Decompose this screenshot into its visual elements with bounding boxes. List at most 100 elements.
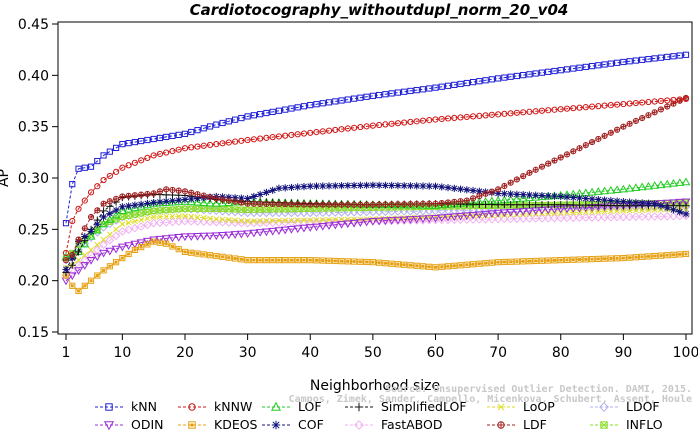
data-point-loop [589, 208, 596, 215]
legend-marker-knnw [188, 403, 196, 411]
data-point-cof [425, 182, 433, 190]
data-point-knn [263, 109, 270, 117]
data-point-kdeos [125, 250, 132, 258]
data-point-cof [93, 220, 101, 228]
data-point-loop [94, 241, 101, 248]
data-point-knnw [382, 121, 389, 128]
data-point-loop [175, 213, 182, 220]
data-point-loop [156, 213, 163, 220]
data-point-inflo [244, 206, 251, 213]
data-point-cof [319, 182, 327, 190]
data-point-ldf [626, 120, 633, 127]
data-point-knn [150, 135, 157, 143]
data-point-knn [488, 76, 495, 83]
data-point-loop [194, 214, 201, 221]
data-point-knnw [576, 104, 583, 111]
data-point-odin [355, 219, 365, 227]
data-point-ldf [488, 188, 495, 195]
data-point-cof [469, 186, 477, 195]
data-point-kdeos [432, 264, 439, 271]
data-point-simplifiedlof [68, 261, 76, 269]
data-point-knn [645, 56, 652, 63]
data-point-knnw [664, 97, 671, 104]
data-point-lof [193, 197, 202, 206]
data-point-ldf [150, 190, 157, 197]
data-point-ldf [476, 192, 483, 200]
data-point-kdeos [532, 257, 539, 265]
data-point-kdeos [282, 257, 289, 264]
data-point-knnw [244, 136, 251, 144]
data-point-kdeos [257, 257, 264, 264]
data-point-lof [199, 198, 209, 206]
data-point-cof [244, 194, 252, 203]
data-point-simplifiedlof [532, 201, 540, 209]
data-point-lof [612, 185, 622, 194]
data-point-loop [225, 216, 232, 223]
data-point-cof [644, 199, 653, 207]
legend-label-kdeos: KDEOS [214, 417, 258, 432]
legend-label-fastabod: FastABOD [381, 417, 443, 432]
data-point-loop [138, 216, 145, 223]
data-point-kdeos [469, 261, 477, 268]
data-point-odin [387, 217, 397, 225]
data-point-ldf [369, 201, 376, 208]
data-point-ldf [269, 200, 276, 208]
data-point-kdeos [100, 267, 107, 274]
data-point-simplifiedlof [513, 201, 521, 209]
legend-item-ldf: LDF [487, 417, 547, 432]
data-point-lof [600, 186, 610, 195]
data-point-cof [657, 202, 665, 210]
legend-marker-odin [103, 421, 115, 431]
data-point-cof [137, 200, 145, 208]
data-point-ldf [344, 201, 351, 208]
data-point-cof [419, 182, 427, 190]
data-point-kdeos [138, 244, 145, 251]
data-point-knn [495, 75, 502, 82]
data-point-knn [282, 106, 289, 113]
data-point-ldf [231, 198, 239, 205]
data-point-knnw [482, 112, 489, 119]
legend-label-knn: kNN [131, 399, 157, 414]
data-point-odin [280, 226, 290, 235]
data-point-knn [131, 138, 138, 146]
legend-item-simplifiedlof: SimplifiedLOF [345, 399, 467, 414]
data-point-fastabod [280, 218, 290, 227]
data-point-cof [287, 183, 296, 192]
series-layer [61, 51, 691, 295]
data-point-kdeos [620, 254, 627, 262]
data-point-knnw [87, 189, 95, 196]
data-point-fastabod [180, 216, 190, 226]
data-point-knnw [651, 98, 658, 105]
data-point-lof [405, 200, 415, 209]
data-point-knn [138, 137, 145, 145]
data-point-knn [238, 114, 245, 122]
data-point-cof [444, 184, 452, 192]
data-point-knn [382, 91, 389, 98]
data-point-loop [269, 217, 276, 224]
data-point-odin [86, 257, 96, 265]
data-point-kdeos [451, 262, 458, 269]
data-point-kdeos [501, 258, 508, 266]
data-point-knn [438, 83, 445, 90]
data-point-knn [194, 127, 201, 134]
data-point-fastabod [581, 213, 591, 222]
data-point-cof [638, 199, 646, 207]
data-point-knn [651, 55, 658, 62]
data-point-odin [193, 233, 202, 241]
data-point-cof [375, 181, 383, 189]
data-point-lof [155, 198, 165, 207]
data-point-kdeos [457, 262, 464, 269]
data-point-fastabod [105, 235, 115, 245]
data-point-loop [301, 217, 307, 224]
data-point-fastabod [274, 218, 284, 227]
data-point-knn [676, 52, 683, 59]
data-point-lof [631, 183, 641, 191]
data-point-simplifiedlof [99, 207, 108, 215]
data-point-fastabod [487, 214, 497, 224]
data-point-knn [457, 80, 464, 88]
series-line-ldf [65, 97, 687, 261]
data-point-fastabod [312, 217, 321, 227]
data-point-ldf [551, 157, 558, 164]
data-point-odin [155, 235, 165, 244]
